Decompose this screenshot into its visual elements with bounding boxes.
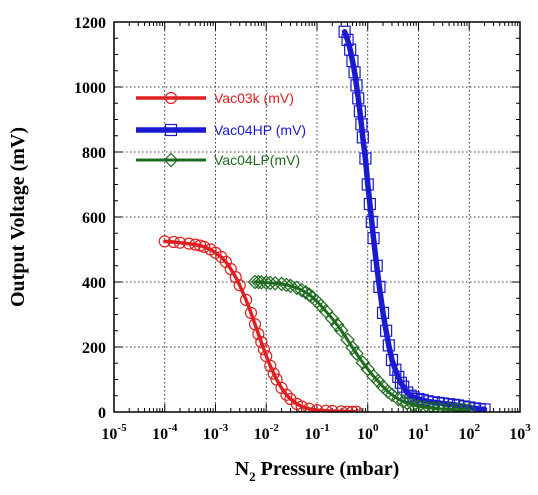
y-tick-label: 400 (82, 275, 106, 292)
data-point-diamond (355, 355, 371, 370)
x-tick-label-base: 10 (304, 426, 320, 443)
y-tick-label: 800 (82, 145, 106, 162)
y-tick-label: 1200 (74, 15, 106, 32)
data-point-diamond (345, 340, 360, 355)
data-point-square (401, 386, 414, 399)
data-point-diamond (450, 402, 466, 412)
x-axis-title-rest: Pressure (mbar) (256, 458, 400, 480)
data-point-circle (280, 388, 293, 401)
data-point-diamond (274, 276, 289, 292)
x-tick-label-base: 10 (459, 426, 475, 443)
x-tick-label: 103 (509, 422, 531, 443)
series-line (163, 239, 359, 412)
x-tick-label-base: 10 (203, 426, 219, 443)
data-point-diamond (329, 317, 345, 333)
x-tick-label-exponent: -3 (219, 422, 229, 434)
y-tick-labels: 0 200 400 600 800 1000 1200 (74, 15, 106, 422)
series-group (247, 274, 477, 412)
data-point-circle (229, 271, 242, 284)
data-point-circle (257, 343, 271, 356)
legend-label: Vac03k (mV) (214, 90, 294, 106)
x-tick-label-exponent: 1 (424, 422, 430, 434)
legend-label: Vac04HP (mV) (214, 122, 306, 138)
x-tick-label: 100 (357, 422, 379, 443)
y-tick-label: 0 (98, 405, 106, 422)
x-tick-label: 10-5 (101, 422, 127, 443)
x-tick-label: 10-2 (254, 422, 280, 443)
x-tick-label-exponent: 2 (475, 422, 481, 434)
data-point-diamond (267, 275, 283, 291)
plot-frame (113, 21, 521, 413)
legend-marker-diamond (163, 152, 179, 168)
legend-label: Vac04LP(mV) (214, 152, 300, 168)
data-point-diamond (426, 401, 442, 412)
x-tick-labels: 10-5 10-4 10-3 10-2 10-1 100 101 102 103 (101, 422, 531, 443)
x-tick-label: 101 (408, 422, 430, 443)
data-point-diamond (421, 400, 437, 412)
x-tick-label-exponent: -5 (117, 422, 127, 434)
y-tick-label: 1000 (74, 80, 106, 97)
legend-marker-circle (164, 91, 178, 105)
x-axis-title-subscript: 2 (249, 469, 256, 484)
x-tick-label: 102 (459, 422, 481, 443)
data-point-diamond (258, 275, 274, 290)
legend-marker-square (164, 123, 178, 137)
x-tick-label: 10-1 (304, 422, 329, 443)
x-axis-title: N2 Pressure (mbar) (235, 458, 400, 484)
x-tick-label: 10-3 (203, 422, 229, 443)
data-point-circle (239, 293, 253, 306)
data-point-diamond (253, 274, 269, 290)
grid (114, 22, 520, 412)
x-tick-label-exponent: -1 (320, 422, 329, 434)
x-tick-label-base: 10 (357, 426, 373, 443)
data-point-circle (233, 279, 246, 292)
data-point-circle (255, 336, 268, 349)
y-tick-label: 200 (82, 340, 106, 357)
data-point-diamond (262, 275, 278, 291)
data-point-diamond (431, 401, 447, 412)
data-point-diamond (247, 274, 263, 290)
data-point-diamond (446, 402, 462, 412)
x-tick-label-base: 10 (101, 426, 117, 443)
data-point-circle (267, 367, 280, 380)
data-point-circle (244, 306, 258, 319)
data-point-diamond (456, 402, 472, 412)
x-tick-label-base: 10 (152, 426, 168, 443)
y-tick-label: 600 (82, 210, 106, 227)
data-point-diamond (461, 402, 477, 412)
x-tick-label-base: 10 (408, 426, 424, 443)
data-point-circle (252, 327, 265, 341)
y-axis-title: Output Voltage (mV) (7, 127, 29, 307)
legend: Vac03k (mV) Vac04HP (mV) Vac04LP(mV) (136, 90, 306, 168)
data-point-circle (264, 359, 277, 372)
x-tick-label-exponent: -2 (270, 422, 280, 434)
data-point-diamond (349, 346, 364, 361)
x-tick-label-exponent: -4 (168, 422, 178, 434)
x-tick-label-exponent: 3 (525, 422, 531, 434)
x-tick-label: 10-4 (152, 422, 178, 443)
x-tick-label-base: 10 (254, 426, 270, 443)
data-point-diamond (333, 323, 349, 338)
series-line (253, 280, 471, 412)
data-point-diamond (435, 401, 451, 412)
data-point-diamond (324, 311, 340, 327)
x-tick-label-base: 10 (509, 426, 525, 443)
x-tick-label-exponent: 0 (373, 422, 379, 434)
x-axis-title-main: N (235, 458, 250, 480)
